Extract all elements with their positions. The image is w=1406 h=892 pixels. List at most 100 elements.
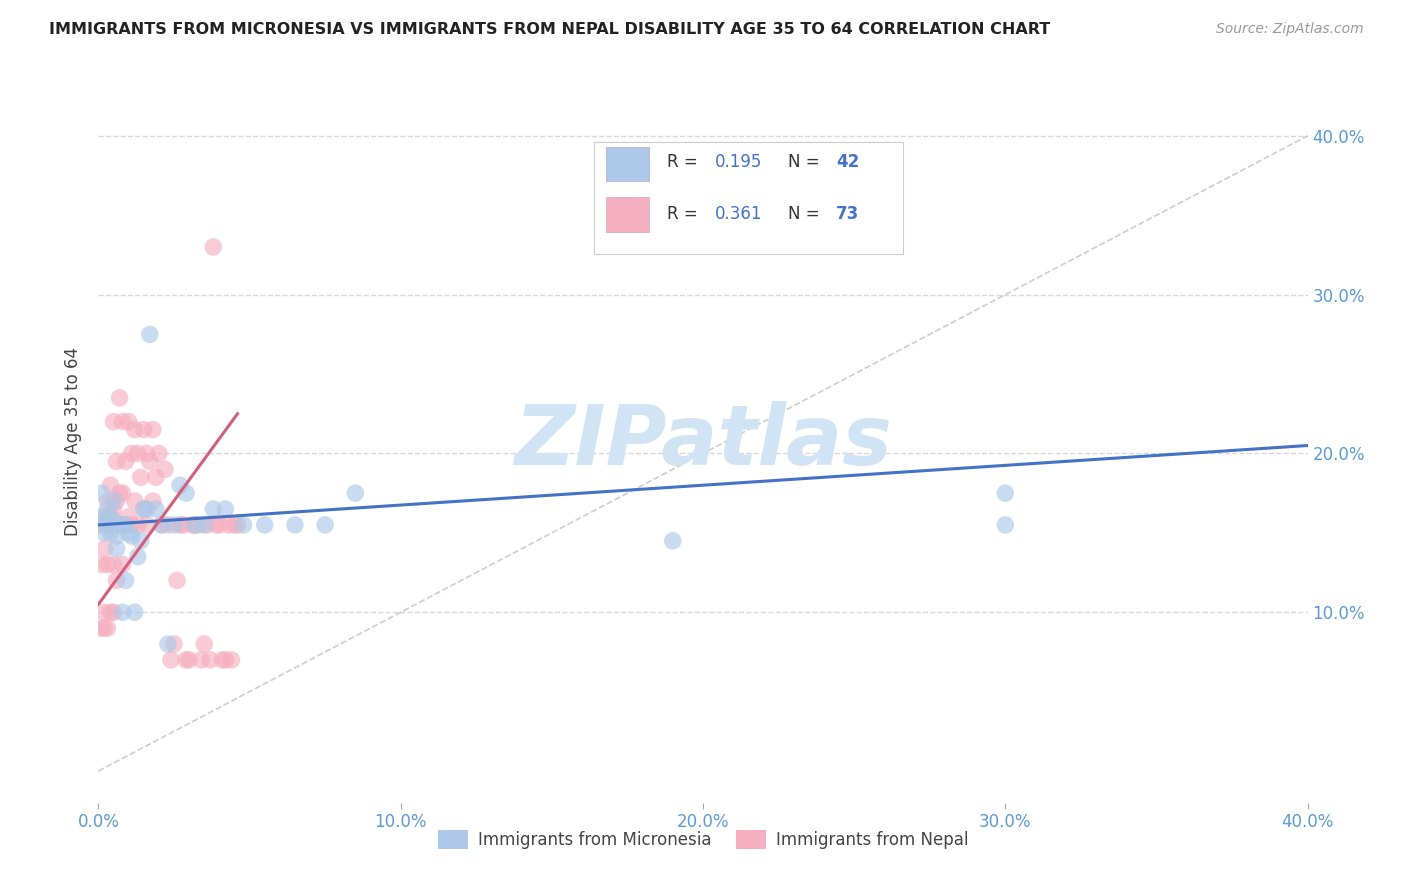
Point — [111, 605, 134, 619]
Point — [121, 517, 143, 532]
Point — [132, 502, 155, 516]
Point — [184, 517, 207, 532]
Point — [661, 533, 683, 548]
Point — [108, 486, 131, 500]
Point — [139, 454, 162, 468]
Point — [114, 574, 136, 588]
Point — [163, 637, 186, 651]
Point — [118, 525, 141, 540]
Point — [169, 517, 191, 532]
Point — [108, 391, 131, 405]
Point — [100, 510, 122, 524]
Point — [148, 446, 170, 460]
Point — [202, 240, 225, 254]
Point — [132, 502, 155, 516]
Point — [105, 541, 128, 556]
Point — [135, 517, 157, 532]
Point — [181, 517, 204, 532]
Point — [174, 653, 197, 667]
Point — [156, 517, 179, 532]
Point — [150, 517, 173, 532]
Point — [174, 486, 197, 500]
Point — [214, 502, 236, 516]
FancyBboxPatch shape — [595, 142, 903, 253]
Text: Source: ZipAtlas.com: Source: ZipAtlas.com — [1216, 22, 1364, 37]
Point — [93, 510, 115, 524]
Point — [103, 502, 125, 516]
Point — [105, 529, 128, 543]
Point — [90, 486, 112, 500]
Text: 42: 42 — [837, 153, 859, 171]
Point — [96, 502, 118, 516]
Point — [139, 327, 162, 342]
Point — [96, 517, 118, 532]
Bar — [606, 147, 648, 181]
Point — [142, 423, 165, 437]
Point — [214, 653, 236, 667]
Point — [100, 517, 122, 532]
Point — [190, 653, 212, 667]
Text: R =: R = — [666, 153, 703, 171]
Point — [221, 653, 243, 667]
Point — [314, 517, 336, 532]
Point — [169, 478, 191, 492]
Point — [163, 517, 186, 532]
Point — [179, 653, 201, 667]
Point — [172, 517, 194, 532]
Point — [135, 502, 157, 516]
Point — [103, 513, 125, 527]
Point — [127, 446, 149, 460]
Point — [217, 517, 239, 532]
Point — [994, 517, 1017, 532]
Point — [118, 415, 141, 429]
Point — [105, 494, 128, 508]
Point — [200, 653, 222, 667]
Point — [111, 558, 134, 572]
Legend: Immigrants from Micronesia, Immigrants from Nepal: Immigrants from Micronesia, Immigrants f… — [430, 823, 976, 856]
Point — [93, 621, 115, 635]
Point — [184, 517, 207, 532]
Text: ZIPatlas: ZIPatlas — [515, 401, 891, 482]
Point — [153, 462, 176, 476]
Text: 0.361: 0.361 — [716, 205, 762, 223]
Point — [145, 470, 167, 484]
Point — [156, 637, 179, 651]
Point — [103, 415, 125, 429]
Point — [90, 621, 112, 635]
Point — [96, 621, 118, 635]
Point — [108, 517, 131, 532]
Point — [211, 653, 233, 667]
Point — [208, 517, 231, 532]
Point — [96, 494, 118, 508]
Point — [114, 517, 136, 532]
Text: R =: R = — [666, 205, 703, 223]
Point — [132, 423, 155, 437]
Point — [127, 549, 149, 564]
Point — [93, 605, 115, 619]
Point — [90, 510, 112, 524]
Point — [124, 494, 146, 508]
Point — [105, 574, 128, 588]
Y-axis label: Disability Age 35 to 64: Disability Age 35 to 64 — [65, 347, 83, 536]
Point — [111, 415, 134, 429]
Point — [121, 446, 143, 460]
Point — [129, 533, 152, 548]
Point — [994, 486, 1017, 500]
Point — [193, 517, 215, 532]
Text: 73: 73 — [837, 205, 859, 223]
Point — [114, 517, 136, 532]
Point — [344, 486, 367, 500]
Point — [90, 517, 112, 532]
Point — [103, 494, 125, 508]
Point — [96, 510, 118, 524]
Point — [114, 454, 136, 468]
Point — [124, 605, 146, 619]
Point — [142, 494, 165, 508]
Point — [124, 423, 146, 437]
Point — [160, 653, 183, 667]
Point — [93, 517, 115, 532]
Text: IMMIGRANTS FROM MICRONESIA VS IMMIGRANTS FROM NEPAL DISABILITY AGE 35 TO 64 CORR: IMMIGRANTS FROM MICRONESIA VS IMMIGRANTS… — [49, 22, 1050, 37]
Point — [108, 517, 131, 532]
Point — [103, 558, 125, 572]
Text: 0.195: 0.195 — [716, 153, 762, 171]
